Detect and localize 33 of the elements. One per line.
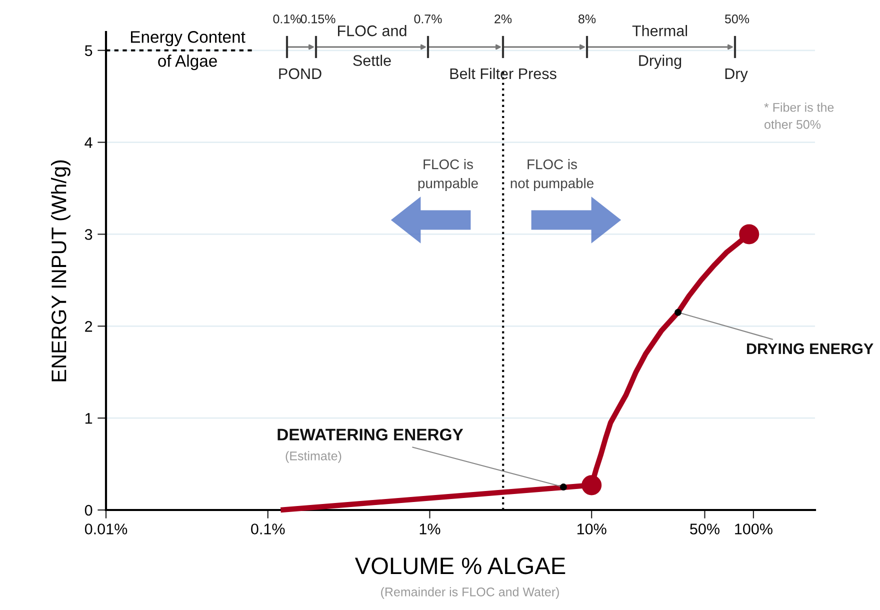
y-axis-title: ENERGY INPUT (Wh/g) (51, 160, 70, 382)
text: 50% (724, 14, 750, 24)
y-tick-label: 4 (84, 137, 92, 148)
y-tick-label: 1 (85, 413, 92, 424)
x-tick-label: 10% (577, 524, 606, 534)
x-tick-label: 0.1% (251, 524, 285, 534)
annotation: DRYING ENERGY (747, 343, 874, 354)
text: 2% (494, 14, 512, 24)
x-tick-label: 1% (420, 524, 440, 534)
y-tick-label: 0 (84, 504, 92, 516)
annotation: (Estimate) (286, 451, 342, 463)
text: 0.7% (414, 14, 442, 24)
text: (Remainder is FLOC and Water) (381, 587, 559, 599)
ref-line-label: Energy Content of Algae (131, 31, 246, 70)
x-tick-label: 100% (735, 524, 772, 534)
x-tick-label: 0.01% (84, 524, 128, 534)
annotation: DEWATERING ENERGY (278, 428, 464, 440)
text: 8% (578, 14, 596, 24)
text: Thermal Drying (632, 25, 687, 69)
annotation: Dry (725, 68, 748, 82)
annotation: Belt Filter Press (450, 68, 556, 80)
y-tick-label: 5 (84, 45, 92, 56)
annotation: FLOC is pumpable (418, 159, 478, 191)
text: 0.1% (273, 14, 301, 24)
text: FLOC and Settle (338, 25, 406, 66)
annotation: * Fiber is the other 50% (764, 102, 834, 129)
y-tick-label: 2 (85, 321, 92, 332)
text: 0.15% (300, 14, 336, 24)
y-tick-label: 3 (84, 229, 92, 240)
annotation: FLOC is not pumpable (510, 159, 594, 191)
x-axis-title: VOLUME % ALGAE (354, 558, 566, 574)
annotation: POND (279, 68, 322, 80)
x-tick-label: 50% (690, 524, 720, 534)
